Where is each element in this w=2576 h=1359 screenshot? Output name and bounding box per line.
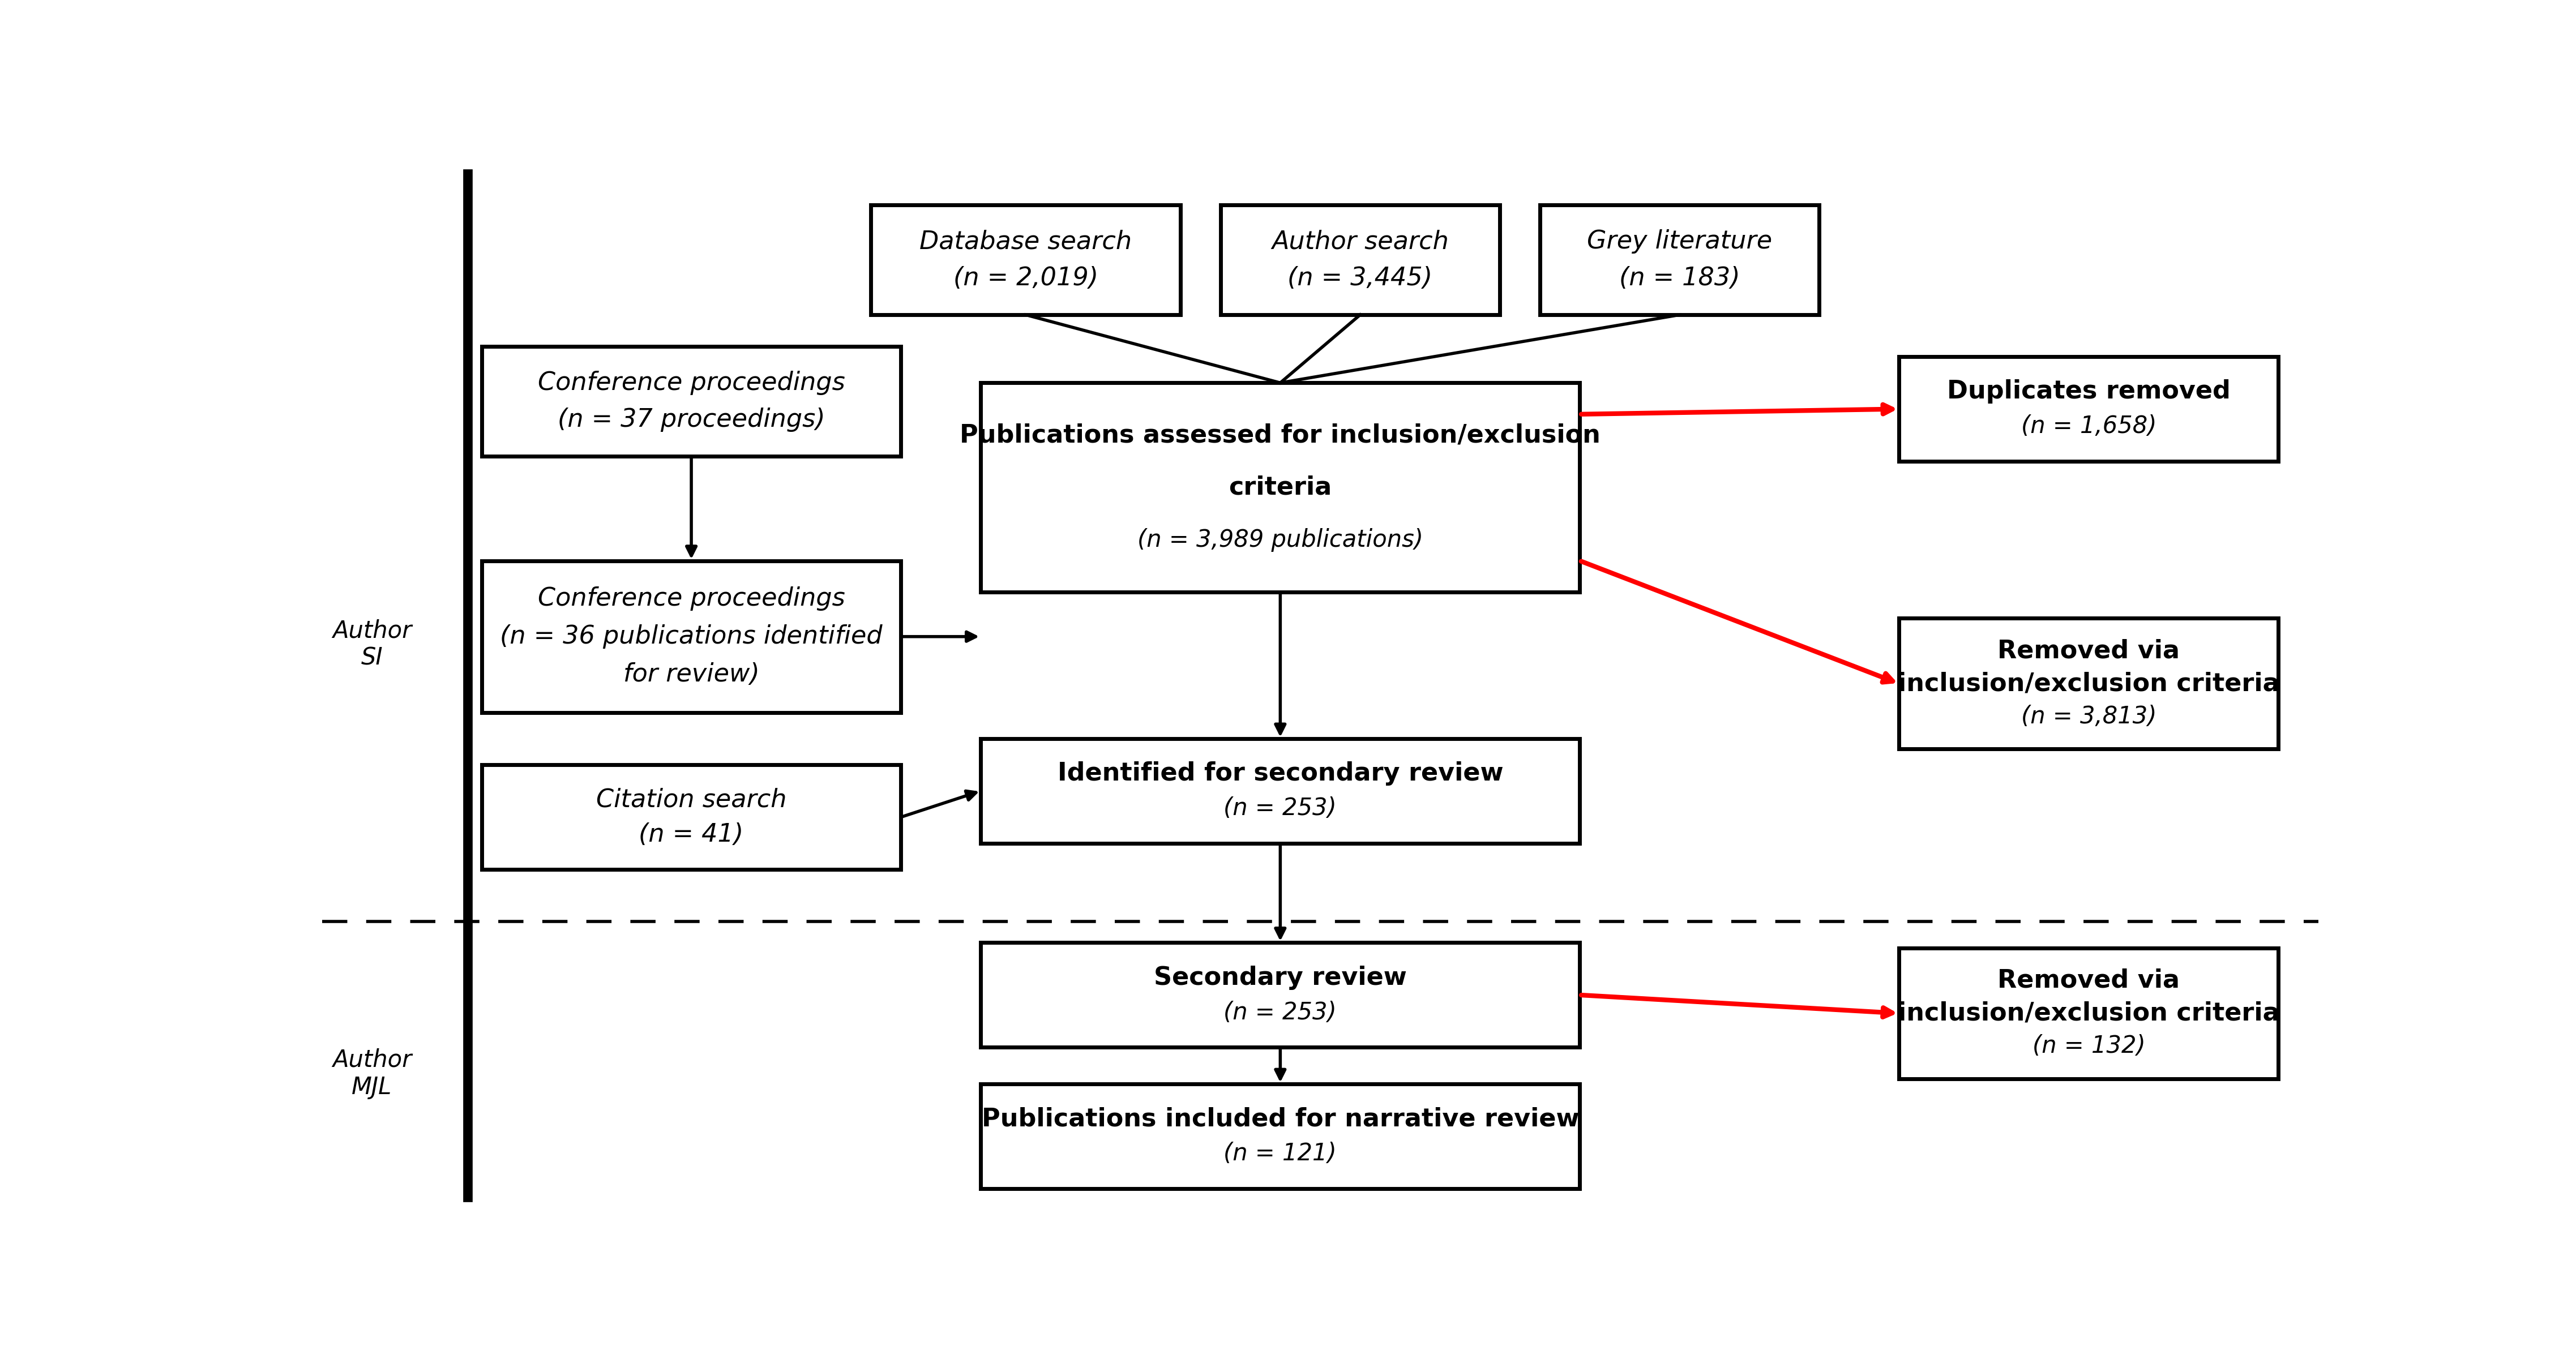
Text: Author
SI: Author SI [332, 618, 412, 670]
FancyBboxPatch shape [1540, 205, 1819, 315]
Text: (n = 3,989 publications): (n = 3,989 publications) [1139, 527, 1422, 552]
FancyBboxPatch shape [482, 347, 902, 457]
Text: Removed via: Removed via [1996, 639, 2179, 663]
FancyBboxPatch shape [482, 561, 902, 712]
Text: Author search: Author search [1273, 230, 1448, 254]
Text: Publications assessed for inclusion/exclusion: Publications assessed for inclusion/excl… [961, 423, 1600, 447]
Text: criteria: criteria [1229, 476, 1332, 500]
FancyBboxPatch shape [1221, 205, 1499, 315]
Text: Conference proceedings: Conference proceedings [538, 371, 845, 395]
Text: inclusion/exclusion criteria: inclusion/exclusion criteria [1899, 671, 2280, 696]
Text: for review): for review) [623, 662, 760, 686]
FancyBboxPatch shape [1899, 356, 2277, 461]
Text: (n = 183): (n = 183) [1620, 266, 1739, 291]
Text: (n = 37 proceedings): (n = 37 proceedings) [556, 408, 824, 432]
Text: inclusion/exclusion criteria: inclusion/exclusion criteria [1899, 1002, 2280, 1026]
FancyBboxPatch shape [871, 205, 1180, 315]
FancyBboxPatch shape [981, 383, 1579, 593]
Text: Citation search: Citation search [595, 787, 786, 811]
Text: (n = 253): (n = 253) [1224, 1000, 1337, 1025]
Text: Conference proceedings: Conference proceedings [538, 587, 845, 610]
FancyBboxPatch shape [1899, 618, 2277, 749]
Text: (n = 121): (n = 121) [1224, 1142, 1337, 1166]
Text: (n = 1,658): (n = 1,658) [2022, 414, 2156, 439]
FancyBboxPatch shape [981, 1084, 1579, 1189]
Text: Duplicates removed: Duplicates removed [1947, 379, 2231, 404]
Text: Author
MJL: Author MJL [332, 1048, 412, 1099]
Text: (n = 3,813): (n = 3,813) [2022, 704, 2156, 728]
Text: Database search: Database search [920, 230, 1131, 254]
FancyBboxPatch shape [482, 765, 902, 870]
Text: Secondary review: Secondary review [1154, 965, 1406, 989]
Text: Publications included for narrative review: Publications included for narrative revi… [981, 1106, 1579, 1131]
Text: Grey literature: Grey literature [1587, 230, 1772, 254]
Text: (n = 3,445): (n = 3,445) [1288, 266, 1432, 291]
FancyBboxPatch shape [981, 739, 1579, 843]
Text: Removed via: Removed via [1996, 969, 2179, 993]
Text: (n = 41): (n = 41) [639, 822, 744, 847]
Text: (n = 36 publications identified: (n = 36 publications identified [500, 624, 884, 648]
Text: (n = 2,019): (n = 2,019) [953, 266, 1097, 291]
Text: Identified for secondary review: Identified for secondary review [1056, 761, 1504, 786]
FancyBboxPatch shape [1899, 949, 2277, 1079]
Text: (n = 132): (n = 132) [2032, 1034, 2146, 1057]
Text: (n = 253): (n = 253) [1224, 796, 1337, 821]
FancyBboxPatch shape [981, 943, 1579, 1048]
